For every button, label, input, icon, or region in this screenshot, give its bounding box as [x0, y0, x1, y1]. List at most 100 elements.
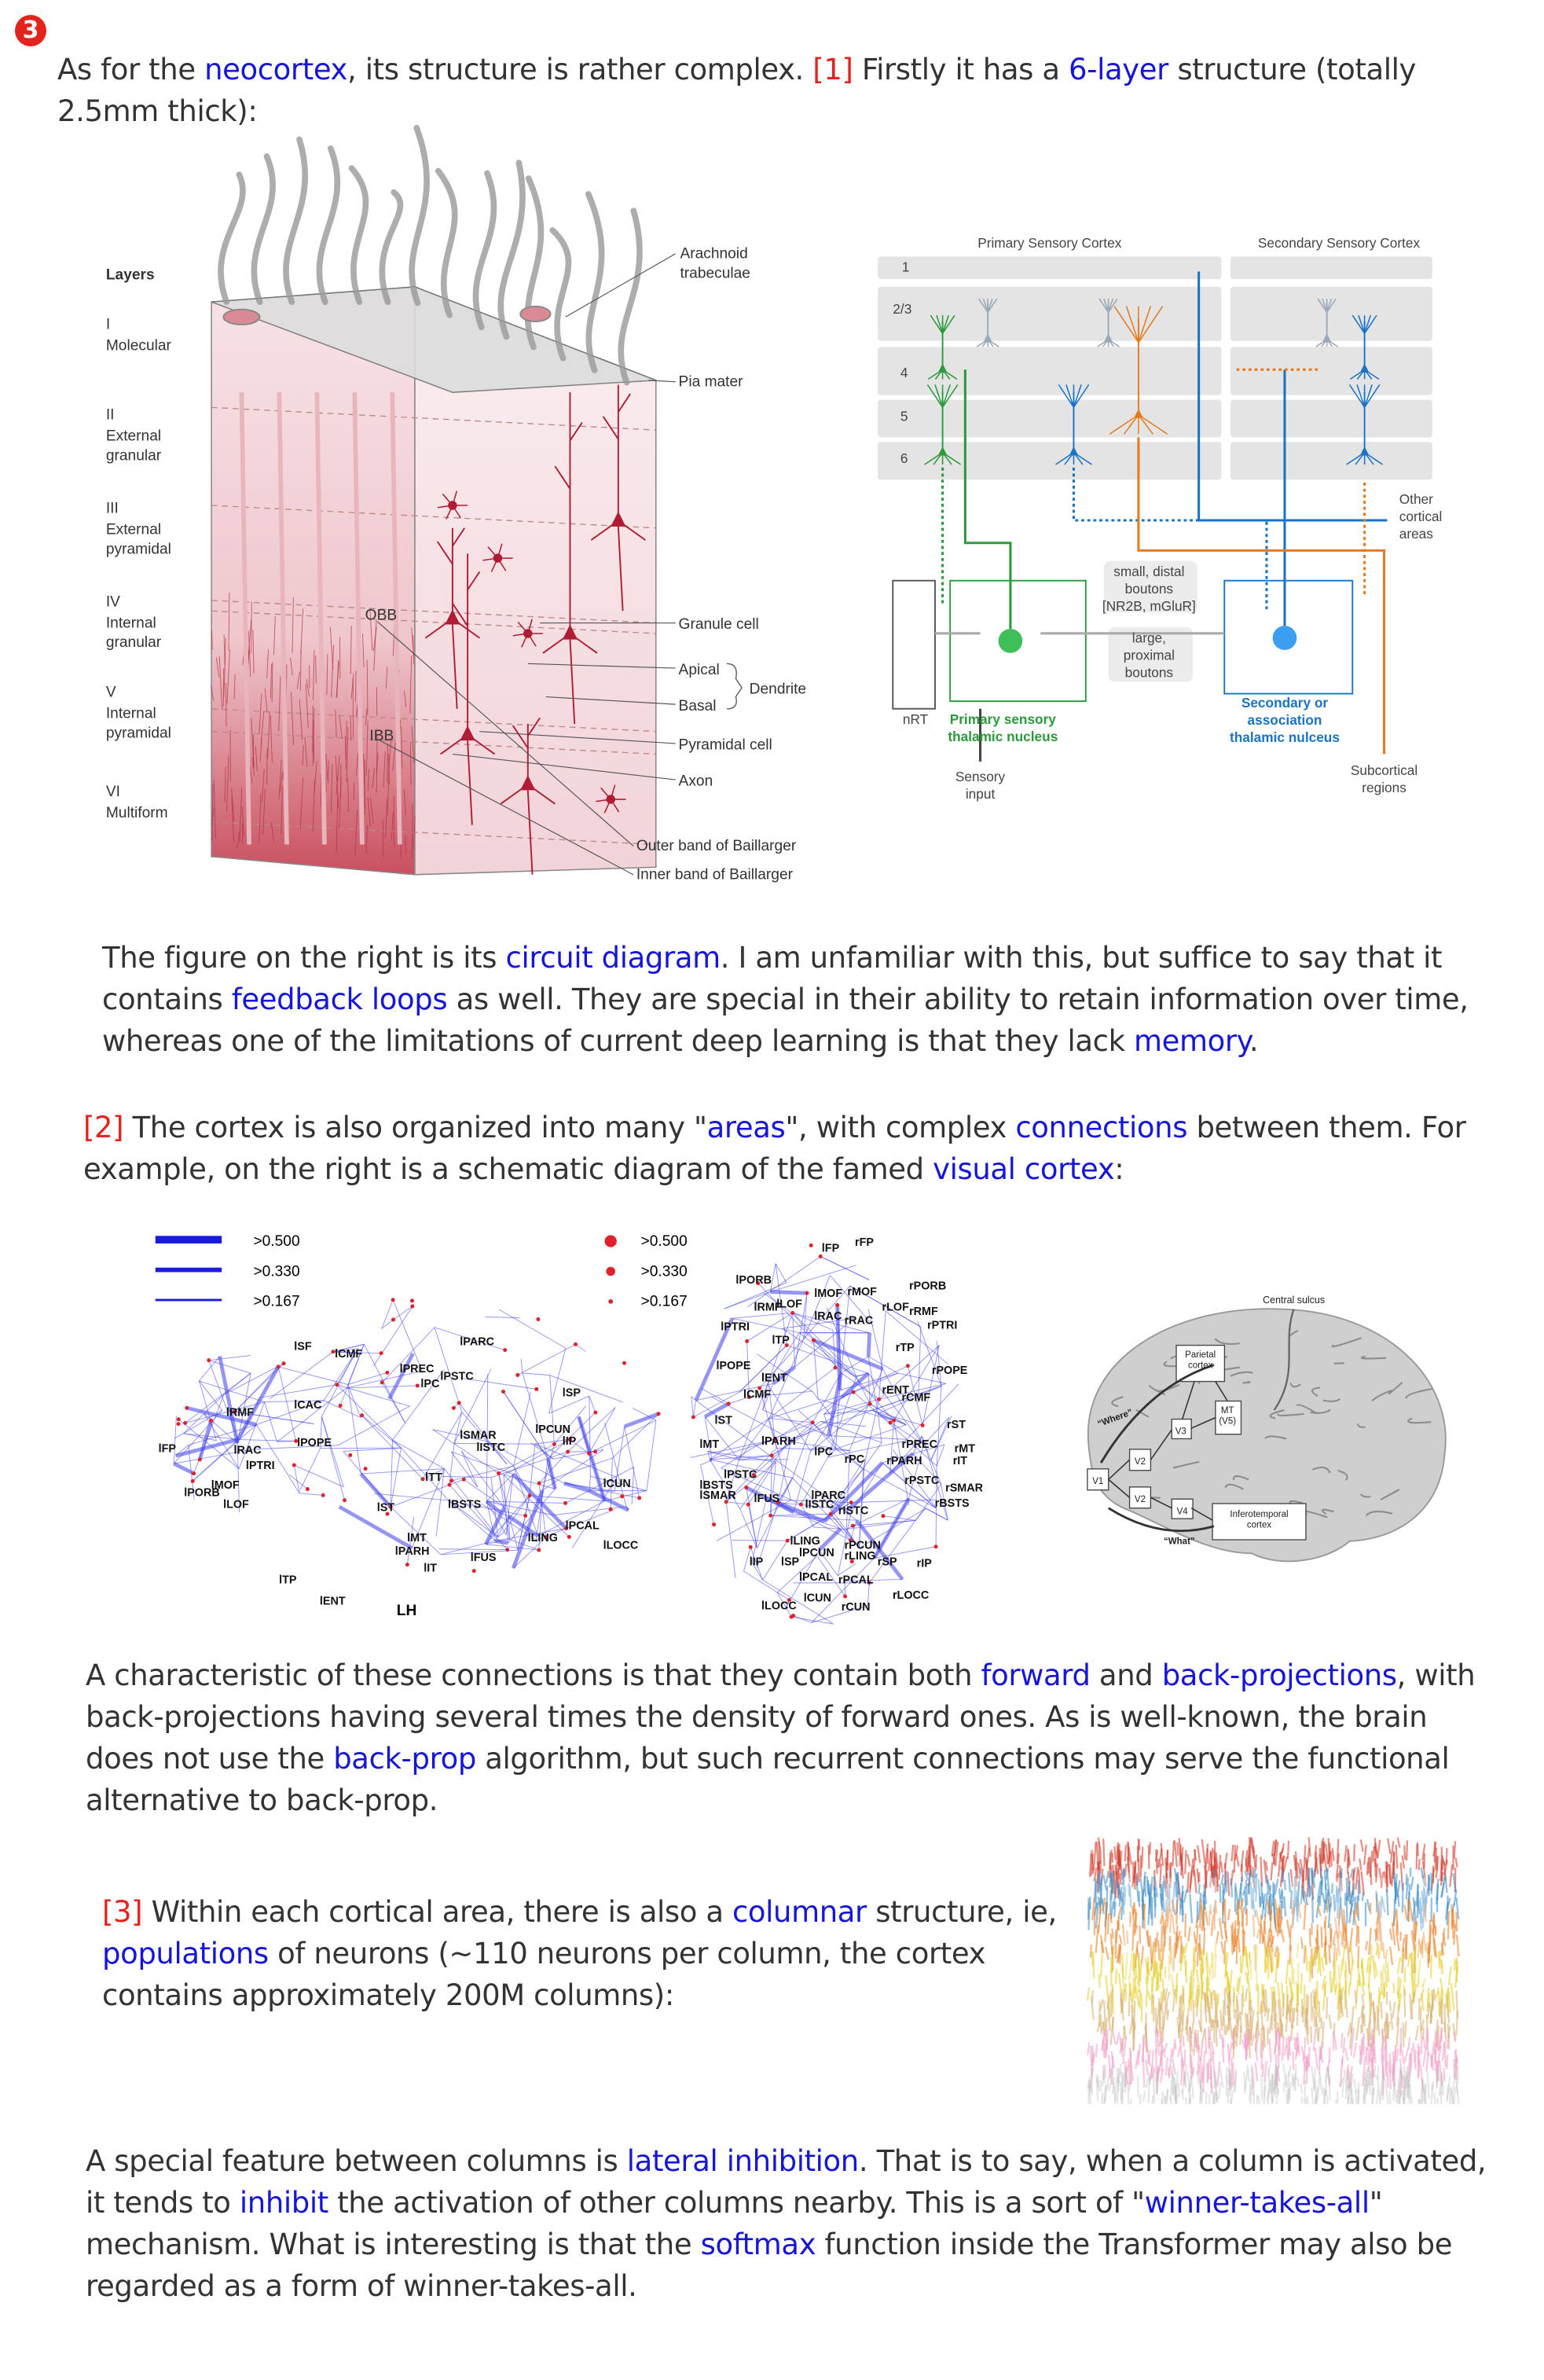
network-edge	[851, 1499, 937, 1504]
fiber	[291, 692, 295, 746]
neuron-dendrite	[1098, 298, 1109, 313]
connection-arrow	[1181, 1381, 1195, 1420]
label: (V5)	[1219, 1416, 1236, 1426]
column-fiber	[1350, 2028, 1355, 2056]
column-fiber	[1144, 2042, 1150, 2053]
column-fiber	[1131, 1866, 1136, 1887]
network-edge	[732, 1317, 800, 1334]
column-fiber	[1112, 2029, 1117, 2044]
network-node	[567, 1534, 571, 1539]
nrt-box	[892, 579, 936, 710]
term: columnar	[732, 1895, 867, 1929]
network-edge	[392, 1439, 445, 1470]
column-fiber	[1229, 2073, 1232, 2090]
column-fiber	[1433, 1938, 1438, 1958]
column-fiber	[1089, 2068, 1094, 2088]
region-label: rCMF	[901, 1392, 930, 1405]
fiber	[277, 392, 289, 845]
column-fiber	[1260, 2004, 1264, 2030]
region-label: rPCUN	[845, 1540, 881, 1552]
column-fiber	[1255, 2046, 1259, 2062]
network-edge	[323, 1400, 361, 1419]
column-fiber	[1150, 1976, 1153, 2004]
network-edge	[812, 1340, 819, 1399]
network-edge	[725, 1461, 776, 1503]
fiber	[224, 767, 226, 803]
column-fiber	[1372, 2000, 1376, 2029]
column-fiber	[1270, 1935, 1275, 1948]
fiber	[328, 760, 329, 783]
fiber	[267, 711, 270, 759]
column-fiber	[1150, 1876, 1153, 1899]
fiber	[248, 631, 251, 678]
leader-line	[376, 621, 634, 847]
network-node	[798, 1502, 803, 1507]
column-fiber	[1396, 1880, 1401, 1898]
network-node	[724, 1500, 728, 1504]
network-edge	[336, 1384, 402, 1449]
network-edge	[863, 1468, 937, 1509]
column-fiber	[1135, 1875, 1139, 1902]
network-edge	[710, 1455, 772, 1460]
network-node	[712, 1522, 717, 1527]
column-fiber	[1432, 1989, 1436, 2002]
network-edge	[776, 1447, 850, 1451]
column-fiber	[1317, 1953, 1321, 1974]
network-node	[828, 1511, 833, 1516]
column-fiber	[1098, 1974, 1101, 1988]
network-edge	[882, 1462, 937, 1509]
label: input	[966, 786, 996, 802]
column-fiber	[1344, 2048, 1349, 2061]
column-fiber	[1124, 1845, 1128, 1861]
network-edge	[494, 1539, 508, 1545]
column-fiber	[1108, 1849, 1113, 1879]
column-fiber	[1401, 1949, 1404, 1963]
thalamic-neuron	[998, 629, 1023, 653]
network-edge	[381, 1319, 394, 1329]
network-node	[176, 1422, 181, 1427]
column-fiber	[1135, 2050, 1140, 2070]
column-fiber	[1447, 1966, 1452, 1985]
column-fiber	[1285, 1994, 1289, 2020]
column-fiber	[1164, 2056, 1169, 2076]
column-fiber	[1106, 1913, 1110, 1935]
region-label: lPC	[814, 1446, 833, 1459]
column-fiber	[1147, 1899, 1151, 1926]
text: .	[1249, 1024, 1259, 1058]
network-edge	[930, 1417, 950, 1461]
column-fiber	[1421, 1898, 1426, 1929]
column-fiber	[1180, 2057, 1183, 2086]
network-edge	[486, 1441, 514, 1467]
column-fiber	[1233, 2071, 1238, 2093]
network-edge	[486, 1441, 565, 1484]
network-node	[233, 1409, 237, 1414]
network-edge	[776, 1592, 792, 1618]
column-fiber	[1195, 1968, 1201, 1992]
column-fiber	[1314, 2095, 1318, 2104]
network-edge	[878, 1385, 942, 1414]
column-fiber	[1450, 1982, 1455, 2011]
network-edge	[390, 1448, 402, 1508]
network-edge	[236, 1365, 281, 1441]
network-edge	[486, 1473, 514, 1502]
label: proximal	[1124, 647, 1175, 663]
network-edge	[835, 1449, 864, 1470]
network-node	[536, 1317, 541, 1322]
network-edge	[549, 1375, 555, 1445]
column-fiber	[1322, 2087, 1326, 2104]
network-edge	[728, 1397, 750, 1405]
column-gap	[1418, 1878, 1428, 1984]
column-fiber	[1417, 2008, 1421, 2021]
network-edge	[707, 1450, 739, 1460]
column-fiber	[1453, 1841, 1457, 1859]
column-fiber	[1309, 1956, 1312, 1982]
column-fiber	[1183, 1889, 1188, 1904]
column-fiber	[1392, 1982, 1395, 1993]
column-gap	[1165, 1878, 1175, 1984]
column-fiber	[1390, 2012, 1394, 2030]
column-fiber	[1310, 1868, 1314, 1886]
column-fiber	[1288, 2082, 1292, 2103]
network-edge	[503, 1475, 508, 1544]
network-edge	[721, 1445, 757, 1469]
column-fiber	[1159, 1885, 1164, 1911]
